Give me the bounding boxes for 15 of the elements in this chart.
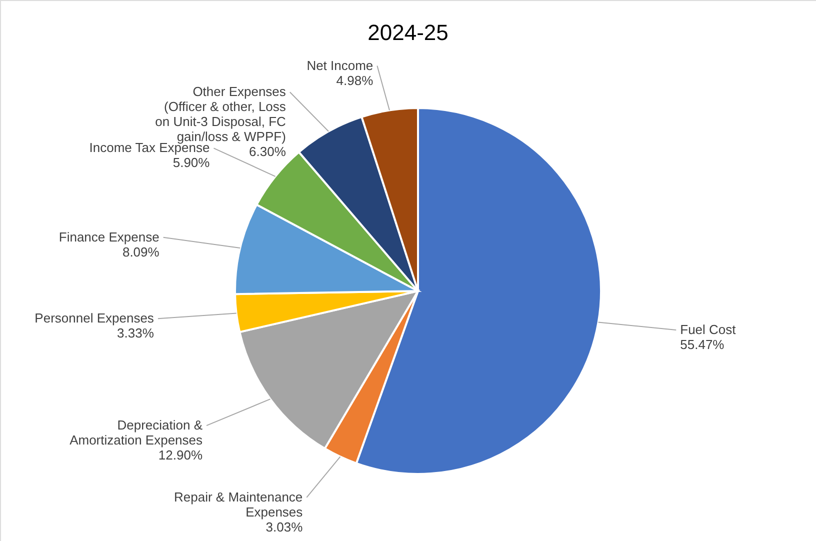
data-label: 6.30%: [249, 144, 286, 160]
data-label: 55.47%: [680, 336, 725, 352]
data-label: 3.03%: [266, 519, 304, 534]
data-label: 12.90%: [158, 448, 203, 463]
data-label: 3.33%: [117, 326, 154, 341]
chart-title: 2024-25: [368, 20, 448, 45]
slice-label: Net Income: [306, 58, 374, 73]
slice-label: Depreciation & Amortization Expenses: [70, 418, 204, 448]
data-label: 5.90%: [172, 155, 210, 170]
slice-label: Repair & Maintenance Expenses: [174, 489, 304, 520]
data-label: 4.98%: [336, 72, 374, 88]
data-label: 8.09%: [122, 244, 160, 260]
slice-label: Fuel Cost: [680, 322, 736, 337]
slice-label: Finance Expense: [58, 229, 160, 244]
slice-label: Personnel Expenses: [34, 310, 154, 326]
